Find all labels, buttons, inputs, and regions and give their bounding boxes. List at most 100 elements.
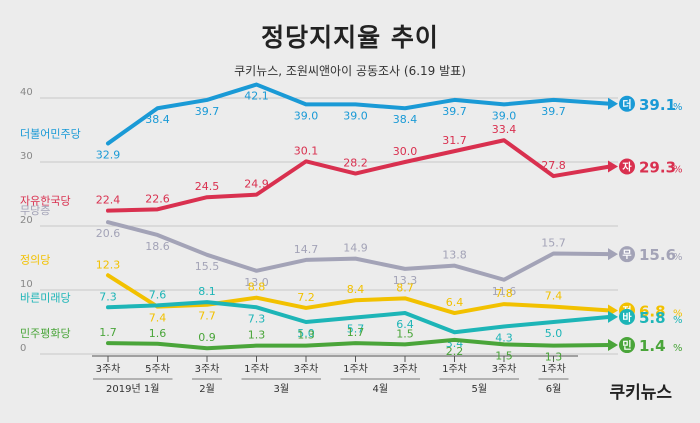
data-label: 31.7 — [442, 134, 467, 147]
y-tick-label: 10 — [20, 279, 33, 290]
month-label: 2019년 1월 — [106, 383, 159, 395]
percent-sign: % — [673, 252, 683, 263]
series-line — [106, 82, 612, 146]
x-tick-label: 3주차 — [294, 363, 319, 375]
series-name-label: 더불어민주당 — [20, 127, 81, 140]
x-tick-label: 1주차 — [541, 363, 566, 375]
data-label: 39.0 — [294, 109, 319, 122]
chart-title: 정당지지율 추이 — [261, 23, 439, 52]
series-final-value: 39.1 — [639, 96, 676, 114]
series-end-arrow — [608, 339, 618, 352]
x-tick-label: 1주차 — [244, 363, 269, 375]
x-tick-label: 3주차 — [492, 363, 517, 375]
series-final-value: 15.6 — [639, 246, 676, 264]
data-label: 8.4 — [347, 283, 365, 296]
data-label: 20.6 — [96, 227, 121, 240]
data-label: 7.4 — [149, 312, 167, 325]
y-tick-label: 30 — [20, 151, 33, 162]
x-tick-label: 1주차 — [343, 363, 368, 375]
percent-sign: % — [673, 164, 683, 175]
series-end-arrow — [608, 310, 618, 323]
month-label: 2월 — [199, 383, 215, 395]
series-line — [106, 300, 612, 335]
data-label: 22.6 — [145, 192, 170, 205]
data-label: 7.3 — [99, 290, 117, 303]
series-end-arrow — [608, 248, 618, 261]
percent-sign: % — [673, 315, 683, 326]
x-tick-label: 3주차 — [195, 363, 220, 375]
series-badge — [619, 246, 635, 263]
series-name-label: 자유한국당 — [20, 195, 71, 208]
data-label: 30.1 — [294, 144, 319, 157]
data-label: 30.0 — [393, 145, 418, 158]
y-tick-label: 20 — [20, 215, 33, 226]
data-label: 7.4 — [545, 290, 563, 303]
percent-sign: % — [673, 308, 683, 319]
data-label: 5.0 — [297, 327, 315, 340]
data-label: 5.7 — [347, 323, 365, 336]
brand-logo: 쿠키뉴스 — [609, 383, 672, 403]
x-tick-label: 3주차 — [96, 363, 121, 375]
x-tick-label: 3주차 — [393, 363, 418, 375]
data-label: 7.6 — [149, 288, 167, 301]
data-label: 1.5 — [396, 327, 414, 340]
series-end-arrow — [608, 97, 618, 110]
data-label: 24.9 — [244, 178, 269, 191]
data-label: 39.7 — [442, 105, 467, 118]
series-line — [106, 220, 612, 282]
data-label: 8.1 — [198, 285, 216, 298]
data-label: 22.4 — [96, 194, 121, 207]
data-label: 8.8 — [248, 281, 266, 294]
data-label: 33.4 — [492, 123, 517, 136]
series-badge-text: 바 — [622, 311, 632, 324]
series-line — [106, 273, 612, 316]
data-label: 13.0 — [244, 276, 269, 289]
x-tick-label: 1주차 — [442, 363, 467, 375]
series-badge-text: 무 — [622, 249, 631, 261]
data-label: 1.3 — [545, 351, 563, 364]
data-label: 39.7 — [195, 105, 220, 118]
data-label: 8.7 — [396, 281, 414, 294]
data-label: 5.0 — [545, 327, 563, 340]
data-label: 13.8 — [442, 249, 467, 262]
data-label: 4.3 — [495, 331, 513, 344]
series-final-value: 5.8 — [639, 309, 666, 327]
chart-subtitle: 쿠키뉴스, 조원씨앤아이 공동조사 (6.19 발표) — [234, 64, 466, 78]
data-label: 39.7 — [541, 105, 566, 118]
data-label: 2.2 — [446, 345, 464, 358]
data-label: 1.3 — [297, 329, 315, 342]
data-label: 6.4 — [446, 296, 464, 309]
series-badge-text: 민 — [622, 339, 631, 352]
data-label: 32.9 — [96, 148, 121, 161]
data-label: 24.5 — [195, 180, 220, 193]
series-name-label: 민주평화당 — [20, 327, 71, 340]
series-final-value: 29.3 — [639, 158, 676, 176]
series-name-label: 바른미래당 — [20, 291, 71, 304]
data-label: 15.5 — [195, 260, 220, 273]
data-label: 1.6 — [149, 327, 167, 340]
month-label: 3월 — [273, 383, 289, 395]
data-label: 1.3 — [248, 329, 266, 342]
data-label: 7.3 — [248, 312, 266, 325]
data-label: 39.0 — [492, 109, 517, 122]
series-name-label: 정의당 — [20, 253, 50, 266]
series-name-label: 무당층 — [20, 204, 50, 217]
series-line — [106, 138, 612, 213]
data-label: 14.9 — [343, 242, 368, 255]
series-badge — [619, 337, 635, 354]
y-tick-label: 0 — [20, 343, 26, 354]
series-end-arrow — [608, 160, 618, 173]
data-label: 27.8 — [541, 159, 566, 172]
series-badge — [619, 158, 635, 175]
data-label: 18.6 — [145, 240, 170, 253]
data-label: 0.9 — [198, 331, 216, 344]
data-label: 13.3 — [393, 274, 418, 287]
data-label: 7.2 — [297, 291, 315, 304]
y-tick-label: 40 — [20, 87, 33, 98]
data-label: 28.2 — [343, 157, 368, 170]
month-label: 5월 — [471, 383, 487, 395]
data-label: 38.4 — [145, 113, 170, 126]
data-label: 11.6 — [492, 285, 517, 298]
